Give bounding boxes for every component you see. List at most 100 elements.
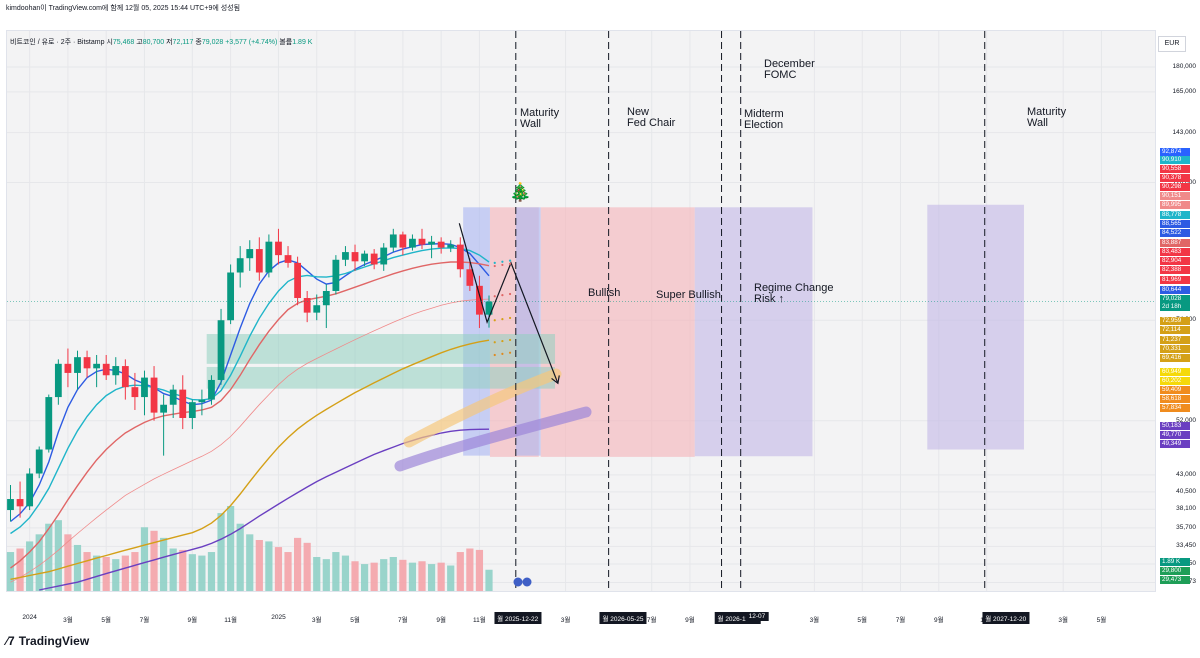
forecast-arrowhead — [551, 375, 560, 385]
price-tag: 90,558 — [1160, 165, 1190, 173]
ma-projection-dot — [508, 351, 512, 354]
candle-body — [313, 305, 321, 313]
candle-body — [303, 298, 311, 313]
candle-body — [160, 404, 168, 413]
price-tag: 59,409 — [1160, 386, 1190, 394]
legend: 비트코인 / 유로 · 2주 · Bitstamp 시75,468 고80,70… — [10, 37, 312, 47]
candle-body — [236, 258, 244, 273]
candle-body — [370, 253, 378, 265]
candle-body — [456, 244, 464, 270]
candle-body — [16, 499, 24, 507]
legend-open-label: 시 — [106, 39, 113, 46]
ma-projection-dot — [508, 259, 512, 262]
candle-body — [131, 387, 139, 398]
volume-bar — [236, 523, 244, 591]
support-band-upper — [206, 334, 556, 364]
volume-bar — [207, 552, 216, 591]
ma-projection-dot — [501, 317, 504, 321]
price-tag: 88,778 — [1160, 211, 1190, 219]
price-tag: 90,910 — [1160, 156, 1190, 164]
legend-volume: 1.89 K — [292, 39, 313, 46]
volume-bar — [16, 548, 24, 591]
price-tag: 90,151 — [1160, 192, 1190, 200]
candle-body — [284, 255, 292, 263]
candle-body — [399, 234, 407, 248]
MA-gold — [10, 339, 490, 580]
price-tag: 49,770 — [1160, 431, 1190, 439]
highlight-purple-stroke — [394, 406, 592, 472]
candle-body — [93, 363, 101, 369]
volume-bar — [26, 541, 34, 591]
zone-purple-1 — [694, 207, 813, 457]
footer-brand-text: TradingView — [18, 634, 90, 648]
price-tick-label: 35,700 — [1176, 523, 1196, 531]
volume-bar — [427, 564, 436, 591]
legend-symbol[interactable]: 비트코인 / 유로 · 2주 · Bitstamp — [10, 39, 105, 46]
volume-bar — [217, 513, 225, 591]
MA-red — [10, 261, 490, 569]
candle-body — [227, 272, 235, 321]
candle-body — [389, 234, 397, 248]
price-tick-label: 33,450 — [1176, 542, 1196, 550]
candle-body — [102, 363, 110, 376]
price-tick-label: 180,000 — [1172, 63, 1197, 71]
price-tick-label: 40,500 — [1176, 487, 1196, 495]
price-tick-label: 165,000 — [1172, 87, 1197, 95]
currency-button[interactable]: EUR — [1158, 36, 1186, 52]
price-tag: 83,483 — [1160, 248, 1190, 256]
ma-projection-dot — [508, 316, 512, 320]
legend-low: 72,117 — [172, 39, 194, 46]
candle-body — [275, 241, 282, 256]
candle-body — [322, 290, 330, 306]
time-tick-label: 3월 — [560, 617, 571, 624]
candle-body — [188, 402, 196, 418]
price-axis[interactable]: 180,000165,000143,000120,00074,00052,000… — [1160, 30, 1200, 620]
time-tick-label: 9월 — [436, 617, 446, 624]
MA-pink — [10, 298, 490, 583]
volume-bar — [83, 552, 91, 591]
ma-projection-dot — [493, 264, 496, 268]
ma-projection-dot — [501, 260, 504, 263]
volume-bar — [64, 534, 72, 591]
volume-bar — [437, 562, 445, 591]
annotation-maturity-wall-2: Maturity Wall — [1027, 106, 1067, 129]
legend-close: 79,028 — [201, 39, 224, 46]
volume-bar — [274, 547, 283, 591]
volume-bar — [121, 555, 129, 591]
indicator-circle-2 — [522, 577, 532, 587]
time-axis[interactable]: 2024 3월 5월 7월 9월 11월 2025 3월 5월 7월 9월 11월 3월 7월 9월 3월 5월… — [6, 594, 1156, 624]
ma-projection-dot — [493, 353, 496, 357]
price-tag: 72,114 — [1160, 326, 1190, 334]
support-band-lower — [206, 366, 556, 389]
legend-close-label: 종 — [195, 39, 202, 46]
ma-projection-dot — [493, 319, 496, 322]
price-tag: 69,416 — [1160, 354, 1190, 362]
time-tick-label: 9월 — [187, 617, 198, 624]
volume-bar — [456, 552, 464, 591]
volume-bar — [140, 527, 149, 591]
volume-bar — [131, 552, 139, 591]
footer-brand[interactable]: ⁄7 TradingView — [6, 634, 89, 648]
price-tag: 29,473 — [1160, 576, 1190, 584]
top-bar: kimdoohan이 TradingView.com에 함께 12월 05, 2… — [0, 0, 1200, 14]
legend-change: +3,577 (+4.74%) — [225, 39, 278, 46]
annotation-midterm-election: Midterm Election — [744, 108, 784, 131]
forecast-path — [458, 223, 559, 384]
volume-bar — [485, 569, 493, 591]
ma-projection-dot — [501, 339, 504, 343]
volume-bar — [6, 552, 15, 591]
price-tag: 90,378 — [1160, 174, 1190, 182]
candle-body — [466, 269, 474, 286]
price-tag: 57,834 — [1160, 404, 1190, 412]
annotation-regime-change: Regime Change Risk ↑ — [754, 282, 834, 305]
volume-bar — [475, 549, 484, 591]
time-tick-label: 7월 — [139, 617, 150, 624]
volume-bar — [389, 557, 397, 591]
volume-bar — [35, 534, 43, 591]
price-tag: 79,028 — [1160, 295, 1190, 303]
candle-body — [169, 389, 177, 405]
annotation-super-bullish: Super Bullish — [656, 289, 721, 301]
candle-body — [179, 389, 187, 418]
candle-body — [332, 259, 340, 291]
